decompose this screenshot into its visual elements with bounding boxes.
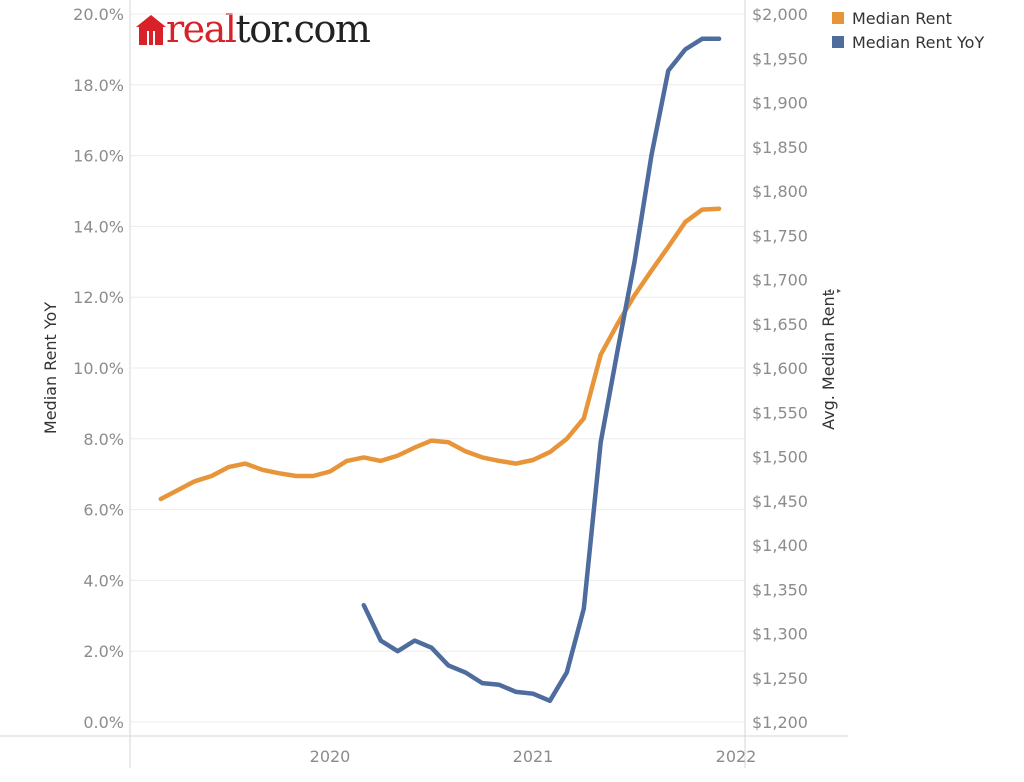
gridlines [130,13,745,723]
left-tick-label: 2.0% [83,642,124,661]
left-tick-label: 10.0% [73,359,124,378]
right-tick-label: $1,950 [752,49,808,68]
x-tick-label: 2021 [513,747,554,766]
left-tick-label: 8.0% [83,430,124,449]
right-tick-label: $1,900 [752,94,808,113]
right-tick-label: $1,500 [752,448,808,467]
right-tick-label: $1,450 [752,492,808,511]
left-tick-label: 12.0% [73,288,124,307]
series-line-median-rent-yoy [361,36,722,704]
right-axis-ticks: $1,200 $1,250 $1,300 $1,350 $1,400 $1,450 $1,5… [752,5,808,732]
left-tick-label: 4.0% [83,571,124,590]
right-tick-label: $1,550 [752,403,808,422]
right-tick-label: $1,400 [752,536,808,555]
axes [0,0,848,768]
legend: Median Rent Median Rent YoY [832,6,984,54]
house-icon [136,15,166,45]
left-tick-label: 0.0% [83,713,124,732]
left-tick-label: 14.0% [73,217,124,236]
legend-item-median-rent-yoy[interactable]: Median Rent YoY [832,30,984,54]
right-tick-label: $1,250 [752,669,808,688]
x-tick-label: 2020 [310,747,351,766]
left-axis-ticks: 0.0% 2.0% 4.0% 6.0% 8.0% 10.0% 12.0% 14.0% 16.0%… [73,5,124,732]
left-tick-label: 18.0% [73,76,124,95]
right-tick-label: $1,300 [752,625,808,644]
right-tick-label: $1,750 [752,226,808,245]
logo-wordmark: realtor.com [166,7,371,51]
realtor-logo: realtor.com [136,7,371,51]
x-tick-label: 2022 [716,747,757,766]
right-tick-label: $1,700 [752,271,808,290]
series-lines [158,36,722,704]
right-tick-label: $1,800 [752,182,808,201]
logo-word-red: real [166,7,237,51]
legend-swatch [832,12,844,24]
legend-item-median-rent[interactable]: Median Rent [832,6,984,30]
legend-label: Median Rent YoY [852,32,985,52]
right-tick-label: $1,850 [752,138,808,157]
left-axis-title: Median Rent YoY [41,302,60,434]
right-tick-label: $2,000 [752,5,808,24]
right-tick-label: $1,600 [752,359,808,378]
x-axis-ticks: 2020 2021 2022 [310,747,757,766]
legend-swatch [832,36,844,48]
right-tick-label: $1,200 [752,713,808,732]
legend-label: Median Rent [852,8,952,28]
right-tick-label: $1,350 [752,580,808,599]
sort-icon[interactable] [827,289,841,293]
left-tick-label: 16.0% [73,147,124,166]
right-tick-label: $1,650 [752,315,808,334]
left-tick-label: 6.0% [83,501,124,520]
right-axis-title: Avg. Median Rent [819,290,838,430]
left-tick-label: 20.0% [73,5,124,24]
logo-word-dark: tor.com [235,7,370,51]
